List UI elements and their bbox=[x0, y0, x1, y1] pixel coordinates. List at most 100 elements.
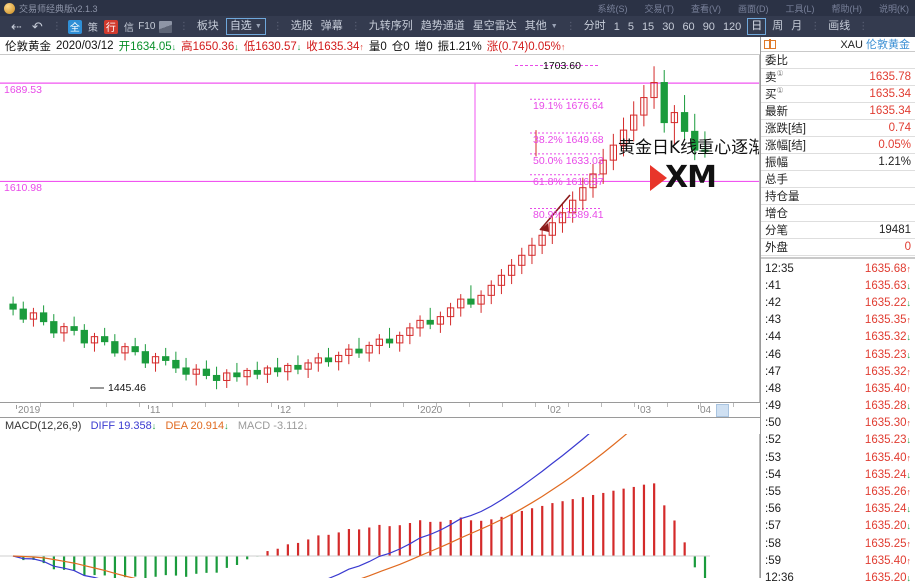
tick-row[interactable]: :52 1635.23↓ bbox=[761, 432, 915, 449]
tick-price: 1635.24↓ bbox=[864, 503, 911, 516]
candlestick-canvas bbox=[0, 65, 759, 390]
period-15[interactable]: 15 bbox=[641, 20, 655, 33]
info-badge[interactable]: 信 bbox=[123, 23, 134, 34]
main-toolbar[interactable]: ⇠ ↶ ⋮ 全 策 行 信 F10 ⋮ 板块 自选 ▼ ⋮ 选股 弹幕 ⋮ 九转… bbox=[0, 16, 915, 37]
date-tick-2019: 2019 bbox=[15, 405, 41, 416]
period-120[interactable]: 120 bbox=[722, 20, 742, 33]
tick-time: :48 bbox=[765, 382, 781, 395]
sector-button[interactable]: 板块 bbox=[196, 20, 219, 32]
quote-volume-value: 0 bbox=[380, 40, 387, 53]
tick-price: 1635.30↑ bbox=[864, 417, 911, 430]
tick-row[interactable]: :46 1635.23↓ bbox=[761, 346, 915, 363]
other-button[interactable]: 其他 bbox=[524, 20, 547, 32]
quote-sidebar[interactable]: XAU 伦敦黄金 委比 卖① 1635.78 买① 1635.34 最新 1635.34 涨跌… bbox=[760, 37, 915, 584]
tick-row[interactable]: :50 1635.30↑ bbox=[761, 415, 915, 432]
watchlist-select[interactable]: 自选 ▼ bbox=[225, 18, 266, 35]
tick-row[interactable]: :41 1635.63↓ bbox=[761, 277, 915, 294]
quote-row: 买① 1635.34 bbox=[761, 86, 915, 103]
quote-row-label: 卖① bbox=[765, 69, 784, 84]
tick-row[interactable]: :55 1635.26↑ bbox=[761, 483, 915, 500]
tick-row[interactable]: :42 1635.22↓ bbox=[761, 294, 915, 311]
other-chevron-down-icon[interactable]: ▼ bbox=[550, 23, 558, 30]
xm-watermark-text: XM bbox=[665, 160, 717, 195]
period-90[interactable]: 90 bbox=[702, 20, 715, 33]
fib-label-38: 38.2% 1649.68 bbox=[533, 134, 604, 146]
menu-item-instructions[interactable]: 说明(K) bbox=[879, 3, 909, 14]
starry-radar-button[interactable]: 星空雷达 bbox=[472, 20, 517, 32]
f10-badge[interactable]: F10 bbox=[138, 21, 156, 32]
menu-bar[interactable]: 系统(S) 交易(T) 查看(V) 画面(D) 工具(L) 帮助(H) 说明(K… bbox=[598, 0, 910, 16]
nine-turn-sequence-button[interactable]: 九转序列 bbox=[368, 20, 413, 32]
back-arrow-icon[interactable]: ⇠ bbox=[11, 18, 22, 34]
all-badge[interactable]: 全 bbox=[67, 19, 82, 34]
tick-row[interactable]: :48 1635.40↑ bbox=[761, 380, 915, 397]
quote-row-value: 0 bbox=[904, 241, 911, 253]
tick-list[interactable]: 12:35 1635.68↑:41 1635.63↓:42 1635.22↓:43 16… bbox=[761, 260, 915, 587]
tick-row[interactable]: :53 1635.40↑ bbox=[761, 449, 915, 466]
quote-row: 总手 bbox=[761, 171, 915, 188]
quote-detail-rows: 委比 卖① 1635.78 买① 1635.34 最新 1635.34 涨跌[结] 0.74 涨幅… bbox=[761, 52, 915, 256]
toolbar-separator-5: ⋮ bbox=[565, 21, 576, 32]
quote-change-value: (0.74)0.05% bbox=[498, 40, 561, 53]
quote-row-label: 增仓 bbox=[765, 208, 788, 220]
tick-row[interactable]: :58 1635.25↑ bbox=[761, 535, 915, 552]
quote-row-label: 外盘 bbox=[765, 242, 788, 254]
period-60[interactable]: 60 bbox=[682, 20, 695, 33]
period-month[interactable]: 月 bbox=[791, 20, 803, 32]
intraday-button[interactable]: 分时 bbox=[583, 20, 606, 32]
macd-chart[interactable] bbox=[0, 434, 760, 578]
period-1[interactable]: 1 bbox=[613, 20, 620, 33]
quote-badge[interactable]: 行 bbox=[103, 19, 118, 34]
tick-down-arrow-icon: ↓ bbox=[906, 469, 912, 480]
quote-row-value: 1635.78 bbox=[869, 71, 911, 83]
quote-close-label: 收 bbox=[306, 40, 318, 53]
menu-item-help[interactable]: 帮助(H) bbox=[831, 3, 863, 14]
tick-row[interactable]: :57 1635.20↓ bbox=[761, 518, 915, 535]
main-chart[interactable]: 1689.53 1610.98 19.1% 1676.64 38.2% 1649… bbox=[0, 55, 760, 408]
quote-open-value: 1634.05 bbox=[130, 40, 172, 53]
tick-up-arrow-icon: ↑ bbox=[906, 538, 912, 549]
period-day[interactable]: 日 bbox=[747, 18, 767, 35]
date-minor-tick bbox=[403, 403, 404, 407]
hline-label-1610: 1610.98 bbox=[4, 182, 42, 195]
tick-price: 1635.23↓ bbox=[864, 434, 911, 447]
tick-row[interactable]: :59 1635.40↑ bbox=[761, 552, 915, 569]
date-tick-12: 12 bbox=[277, 405, 292, 416]
period-week[interactable]: 周 bbox=[772, 20, 784, 32]
date-minor-tick bbox=[40, 403, 41, 407]
strategy-badge[interactable]: 策 bbox=[87, 23, 98, 34]
quote-volume-label: 量 bbox=[368, 40, 381, 53]
menu-item-screen[interactable]: 画面(D) bbox=[738, 3, 769, 14]
tick-row[interactable]: :54 1635.24↓ bbox=[761, 466, 915, 483]
draw-line-button[interactable]: 画线 bbox=[828, 20, 851, 32]
tick-row[interactable]: 12:35 1635.68↑ bbox=[761, 260, 915, 277]
date-axis[interactable]: 2019 11 12 2020 02 03 04 bbox=[0, 402, 760, 418]
tick-row[interactable]: :56 1635.24↓ bbox=[761, 501, 915, 518]
tick-row[interactable]: :43 1635.35↑ bbox=[761, 312, 915, 329]
barrage-button[interactable]: 弹幕 bbox=[320, 20, 343, 32]
menu-item-trade[interactable]: 交易(T) bbox=[644, 3, 675, 14]
menu-item-view[interactable]: 查看(V) bbox=[691, 3, 721, 14]
tick-row[interactable]: :47 1635.32↑ bbox=[761, 363, 915, 380]
period-5[interactable]: 5 bbox=[627, 20, 634, 33]
refresh-icon[interactable]: ↶ bbox=[31, 18, 43, 34]
stock-picker-button[interactable]: 选股 bbox=[290, 20, 313, 32]
trend-channel-button[interactable]: 趋势通道 bbox=[420, 20, 465, 32]
chart-scroll-thumb[interactable] bbox=[716, 404, 729, 417]
macd-diff-value: 19.358 bbox=[118, 420, 152, 432]
menu-item-system[interactable]: 系统(S) bbox=[597, 3, 628, 14]
window-split-icon[interactable] bbox=[764, 39, 776, 49]
quote-row: 委比 bbox=[761, 52, 915, 69]
macd-macd-label: MACD bbox=[237, 420, 271, 432]
tick-up-arrow-icon: ↑ bbox=[906, 315, 912, 326]
tick-time: :42 bbox=[765, 296, 781, 309]
tick-time: :52 bbox=[765, 434, 781, 447]
period-30[interactable]: 30 bbox=[662, 20, 675, 33]
layout-icon[interactable] bbox=[158, 20, 172, 33]
tick-row[interactable]: :49 1635.28↓ bbox=[761, 398, 915, 415]
tick-row[interactable]: :44 1635.32↓ bbox=[761, 329, 915, 346]
tick-time: :47 bbox=[765, 365, 781, 378]
quote-row: 卖① 1635.78 bbox=[761, 69, 915, 86]
menu-item-tools[interactable]: 工具(L) bbox=[785, 3, 815, 14]
date-minor-tick bbox=[601, 403, 602, 407]
